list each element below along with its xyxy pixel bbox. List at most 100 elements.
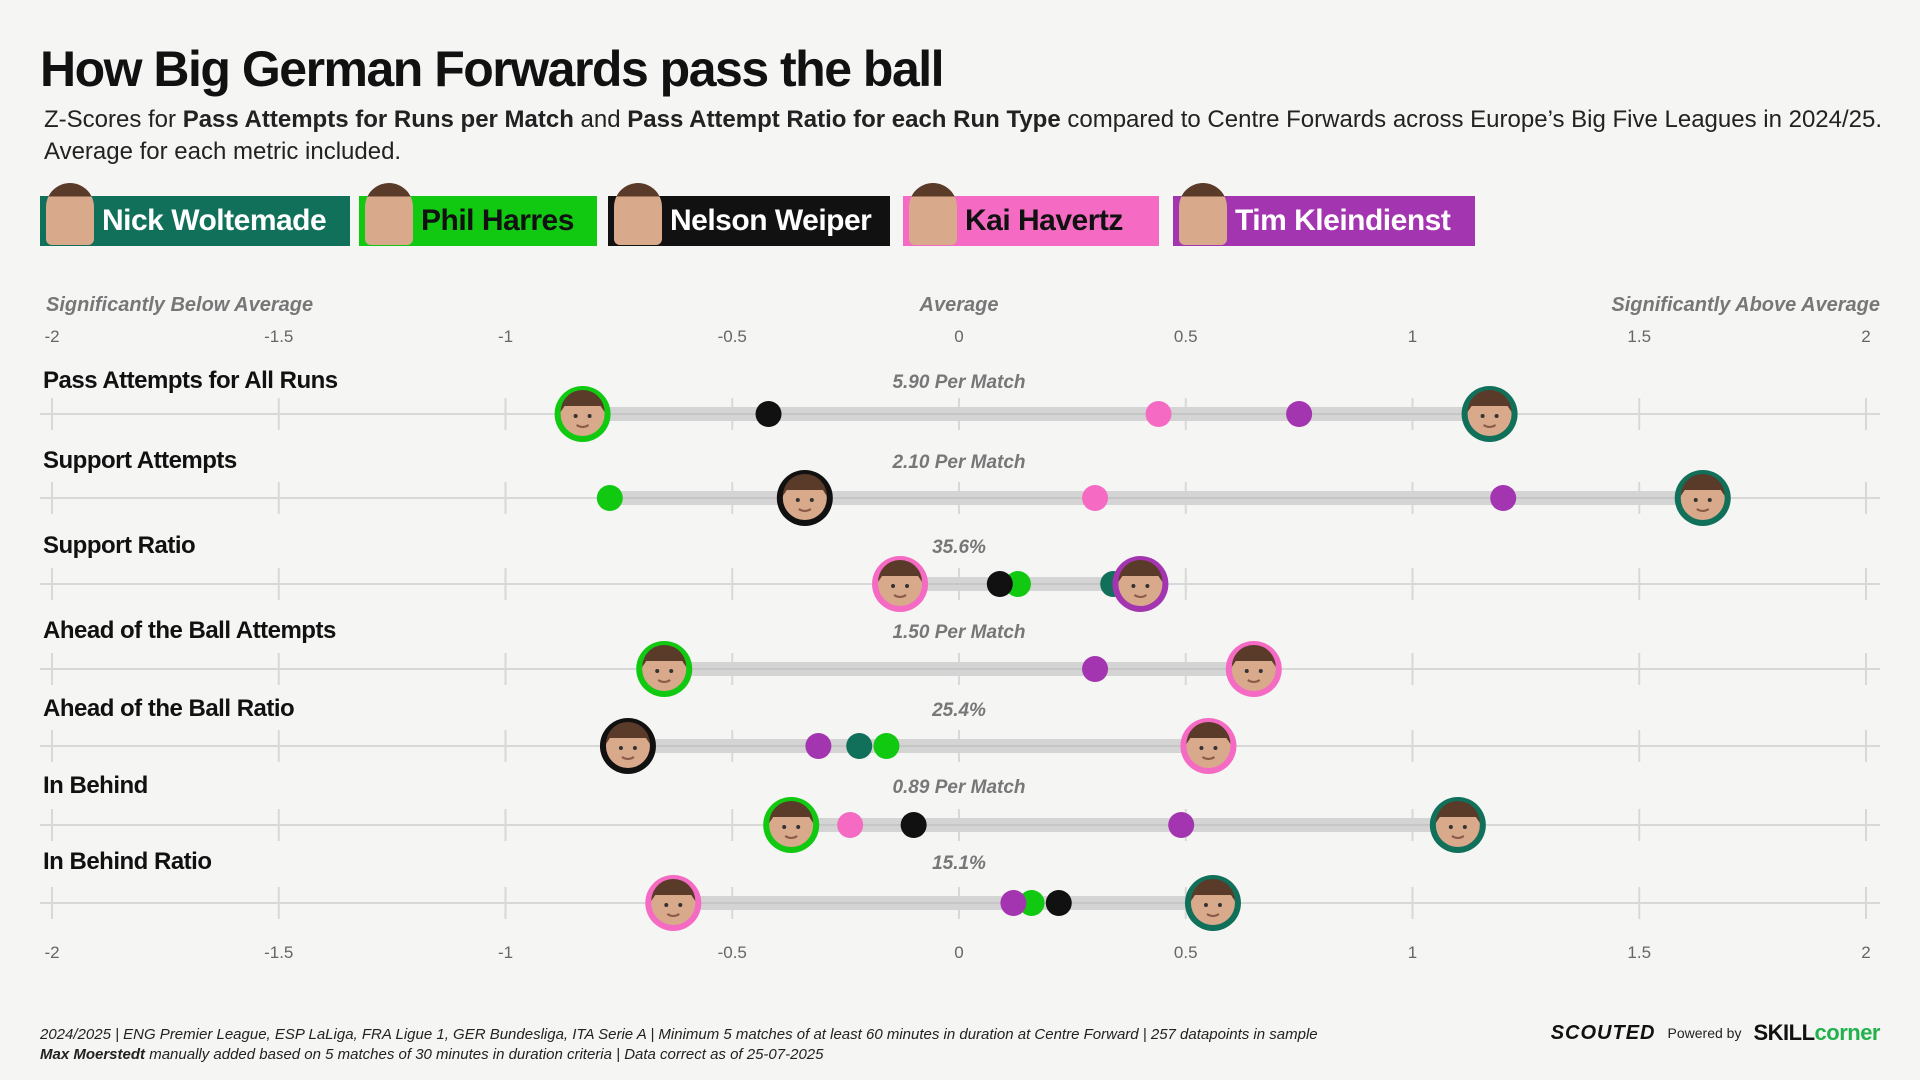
subtitle-bold-2: Pass Attempt Ratio for each Run Type	[627, 106, 1061, 133]
player-face-mouth	[1696, 508, 1710, 512]
player-face-mouth	[576, 424, 590, 428]
player-face-mouth	[666, 913, 680, 917]
player-face-eye	[655, 669, 660, 673]
player-dot	[1045, 890, 1072, 916]
metric-label: Ahead of the Ball Ratio	[43, 695, 294, 722]
player-face-mouth	[1483, 424, 1497, 428]
tick-label-top: -1	[498, 327, 513, 346]
powered-by-text: Powered by	[1667, 1025, 1742, 1041]
player-face-eye	[1217, 903, 1222, 907]
player-face-hair	[642, 645, 687, 667]
legend-label: Nelson Weiper	[670, 204, 872, 237]
metric-label: Support Attempts	[43, 447, 237, 474]
player-face-eye	[809, 498, 814, 502]
player-face-eye	[1203, 903, 1208, 907]
legend-item-kleindienst: Tim Kleindienst	[1173, 183, 1475, 246]
player-dot	[755, 401, 782, 427]
player-face-hair	[878, 560, 923, 582]
player-dot	[900, 812, 927, 838]
tick-label-bottom: -0.5	[718, 943, 747, 962]
player-face-hair	[1190, 879, 1235, 901]
player-face-eye	[796, 825, 801, 829]
chart-title: How Big German Forwards pass the ball	[40, 41, 945, 97]
tick-label-bottom: 1	[1408, 943, 1417, 962]
player-face-eye	[1693, 498, 1698, 502]
metric-label: In Behind Ratio	[43, 848, 212, 875]
legend-label: Phil Harres	[421, 204, 574, 237]
tick-label-top: 0.5	[1174, 327, 1198, 346]
player-face-eye	[795, 498, 800, 502]
tick-label-top: 2	[1861, 327, 1870, 346]
legend-item-woltemade: Nick Woltemade	[40, 183, 350, 246]
tick-label-top: -1.5	[264, 327, 293, 346]
player-dot	[596, 485, 623, 511]
player-face-eye	[587, 414, 592, 418]
player-dot	[873, 733, 900, 759]
average-label: 5.90 Per Match	[892, 372, 1025, 393]
player-dot	[1082, 485, 1109, 511]
player-face-eye	[782, 825, 787, 829]
player-face-mouth	[784, 835, 798, 839]
subtitle-bold-1: Pass Attempts for Runs per Match	[182, 106, 574, 133]
scouted-logo: SCOUTED	[1550, 1021, 1656, 1044]
tick-label-top: 1	[1408, 327, 1417, 346]
player-face-hair	[651, 879, 696, 901]
player-face-eye	[669, 669, 674, 673]
player-face-eye	[1448, 825, 1453, 829]
skillcorner-logo-skill: SKILL	[1753, 1020, 1815, 1045]
avatar-icon	[614, 183, 662, 245]
tick-label-bottom: 0.5	[1174, 943, 1198, 962]
tick-label-bottom: 0	[954, 943, 963, 962]
metric-label: Support Ratio	[43, 532, 195, 559]
tick-label-bottom: 2	[1861, 943, 1870, 962]
axis-label-center: Average	[919, 294, 999, 316]
legend-item-harres: Phil Harres	[359, 183, 597, 246]
player-face-eye	[573, 414, 578, 418]
player-face-eye	[1707, 498, 1712, 502]
player-dot	[805, 733, 832, 759]
player-dot	[837, 812, 864, 838]
average-label: 1.50 Per Match	[892, 622, 1025, 643]
dumbbell-chart: Significantly Below Average Average Signif…	[40, 294, 1880, 962]
avatar-icon	[909, 183, 957, 245]
player-face-mouth	[893, 594, 907, 598]
player-face-hair	[1680, 474, 1725, 496]
tick-label-bottom: -2	[44, 943, 59, 962]
player-face-hair	[605, 722, 650, 744]
average-label: 0.89 Per Match	[892, 777, 1025, 798]
metric-label: Ahead of the Ball Attempts	[43, 617, 336, 644]
player-face-eye	[1199, 746, 1204, 750]
player-face-eye	[618, 746, 623, 750]
player-face-hair	[769, 801, 814, 823]
chart-subtitle: Z-Scores for Pass Attempts for Runs per …	[44, 104, 1884, 168]
tick-label-top: -2	[44, 327, 59, 346]
player-face-mouth	[657, 679, 671, 683]
legend-item-weiper: Nelson Weiper	[608, 183, 890, 246]
tick-label-bottom: -1.5	[264, 943, 293, 962]
player-face-eye	[632, 746, 637, 750]
subtitle-text-3: compared to Centre Forwards across Europ…	[44, 106, 1883, 165]
legend-label: Kai Havertz	[965, 204, 1123, 237]
tick-label-top: -0.5	[718, 327, 747, 346]
footer-notes: 2024/2025 | ENG Premier League, ESP LaLi…	[40, 1025, 1318, 1065]
player-dot	[1490, 485, 1517, 511]
tick-label-top: 1.5	[1627, 327, 1651, 346]
avatar-icon	[365, 183, 413, 245]
legend-label: Tim Kleindienst	[1235, 204, 1451, 237]
player-face-mouth	[1206, 913, 1220, 917]
avatar-icon	[46, 183, 94, 245]
tick-label-top: 0	[954, 327, 963, 346]
player-face-mouth	[1451, 835, 1465, 839]
footer-line-2-text: manually added based on 5 matches of 30 …	[145, 1046, 824, 1063]
player-face-eye	[1462, 825, 1467, 829]
tick-label-bottom: -1	[498, 943, 513, 962]
player-face-eye	[664, 903, 669, 907]
player-face-eye	[1244, 669, 1249, 673]
player-face-mouth	[1201, 756, 1215, 760]
player-dot	[1145, 401, 1172, 427]
skillcorner-logo: SKILLcorner	[1753, 1020, 1880, 1046]
legend-label: Nick Woltemade	[102, 204, 327, 237]
player-face-eye	[1213, 746, 1218, 750]
subtitle-text-2: and	[573, 106, 628, 133]
player-face-eye	[678, 903, 683, 907]
